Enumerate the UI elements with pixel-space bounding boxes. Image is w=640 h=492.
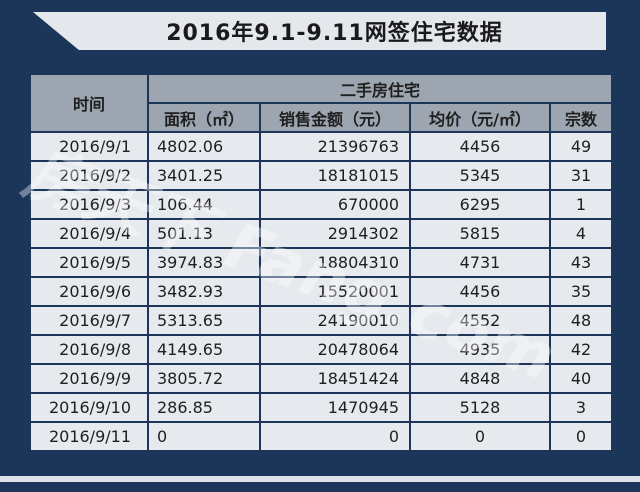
area-cell: 5313.65	[147, 305, 261, 336]
area-cell: 106.44	[147, 189, 261, 220]
amount-cell: 21396763	[259, 131, 411, 162]
table-row: 2016/9/5 3974.83 18804310 4731 43	[29, 247, 614, 278]
avg-price-cell: 4848	[409, 363, 551, 394]
count-cell: 40	[548, 363, 614, 394]
count-cell: 1	[548, 189, 614, 220]
date-cell: 2016/9/9	[29, 363, 149, 394]
date-cell: 2016/9/5	[29, 247, 149, 278]
column-header-count: 宗数	[548, 102, 614, 133]
avg-price-cell: 0	[409, 421, 551, 452]
amount-cell: 18181015	[259, 160, 411, 191]
avg-price-cell: 4456	[409, 276, 551, 307]
table-row: 2016/9/6 3482.93 15520001 4456 35	[29, 276, 614, 307]
table-row: 2016/9/2 3401.25 18181015 5345 31	[29, 160, 614, 191]
area-cell: 4149.65	[147, 334, 261, 365]
area-cell: 3805.72	[147, 363, 261, 394]
amount-cell: 18451424	[259, 363, 411, 394]
table-row: 2016/9/8 4149.65 20478064 4935 42	[29, 334, 614, 365]
avg-price-cell: 4935	[409, 334, 551, 365]
page-title: 2016年9.1-9.11网签住宅数据	[166, 21, 503, 46]
amount-cell: 1470945	[259, 392, 411, 423]
amount-cell: 2914302	[259, 218, 411, 249]
date-cell: 2016/9/8	[29, 334, 149, 365]
date-cell: 2016/9/2	[29, 160, 149, 191]
amount-cell: 15520001	[259, 276, 411, 307]
area-cell: 4802.06	[147, 131, 261, 162]
table-row: 2016/9/9 3805.72 18451424 4848 40	[29, 363, 614, 394]
table-row: 2016/9/3 106.44 670000 6295 1	[29, 189, 614, 220]
avg-price-cell: 5345	[409, 160, 551, 191]
count-cell: 42	[548, 334, 614, 365]
time-header: 时间	[29, 73, 149, 133]
count-cell: 31	[548, 160, 614, 191]
date-cell: 2016/9/6	[29, 276, 149, 307]
table-row: 2016/9/7 5313.65 24190010 4552 48	[29, 305, 614, 336]
avg-price-cell: 4552	[409, 305, 551, 336]
area-cell: 3974.83	[147, 247, 261, 278]
amount-cell: 20478064	[259, 334, 411, 365]
count-cell: 43	[548, 247, 614, 278]
avg-price-cell: 4456	[409, 131, 551, 162]
column-header-area: 面积（㎡）	[147, 102, 261, 133]
title-banner: 2016年9.1-9.11网签住宅数据	[33, 12, 606, 50]
area-cell: 3482.93	[147, 276, 261, 307]
avg-price-cell: 6295	[409, 189, 551, 220]
count-cell: 3	[548, 392, 614, 423]
data-table: 时间 二手房住宅 面积（㎡） 销售金额（元） 均价（元/㎡） 宗数 2016/9…	[29, 73, 614, 452]
date-cell: 2016/9/10	[29, 392, 149, 423]
avg-price-cell: 5128	[409, 392, 551, 423]
table-row: 2016/9/10 286.85 1470945 5128 3	[29, 392, 614, 423]
date-cell: 2016/9/7	[29, 305, 149, 336]
table-row: 2016/9/1 4802.06 21396763 4456 49	[29, 131, 614, 162]
count-cell: 49	[548, 131, 614, 162]
column-header-avg-price: 均价（元/㎡）	[409, 102, 551, 133]
date-cell: 2016/9/1	[29, 131, 149, 162]
group-header: 二手房住宅	[146, 73, 614, 104]
avg-price-cell: 5815	[409, 218, 551, 249]
avg-price-cell: 4731	[409, 247, 551, 278]
area-cell: 0	[147, 421, 261, 452]
date-cell: 2016/9/4	[29, 218, 149, 249]
table-row: 2016/9/4 501.13 2914302 5815 4	[29, 218, 614, 249]
amount-cell: 670000	[259, 189, 411, 220]
date-cell: 2016/9/11	[29, 421, 149, 452]
count-cell: 4	[548, 218, 614, 249]
count-cell: 35	[548, 276, 614, 307]
area-cell: 286.85	[147, 392, 261, 423]
area-cell: 501.13	[147, 218, 261, 249]
amount-cell: 18804310	[259, 247, 411, 278]
amount-cell: 24190010	[259, 305, 411, 336]
footer-bar	[0, 476, 640, 482]
column-header-amount: 销售金额（元）	[259, 102, 411, 133]
amount-cell: 0	[259, 421, 411, 452]
count-cell: 48	[548, 305, 614, 336]
area-cell: 3401.25	[147, 160, 261, 191]
date-cell: 2016/9/3	[29, 189, 149, 220]
count-cell: 0	[548, 421, 614, 452]
table-row: 2016/9/11 0 0 0 0	[29, 421, 614, 452]
